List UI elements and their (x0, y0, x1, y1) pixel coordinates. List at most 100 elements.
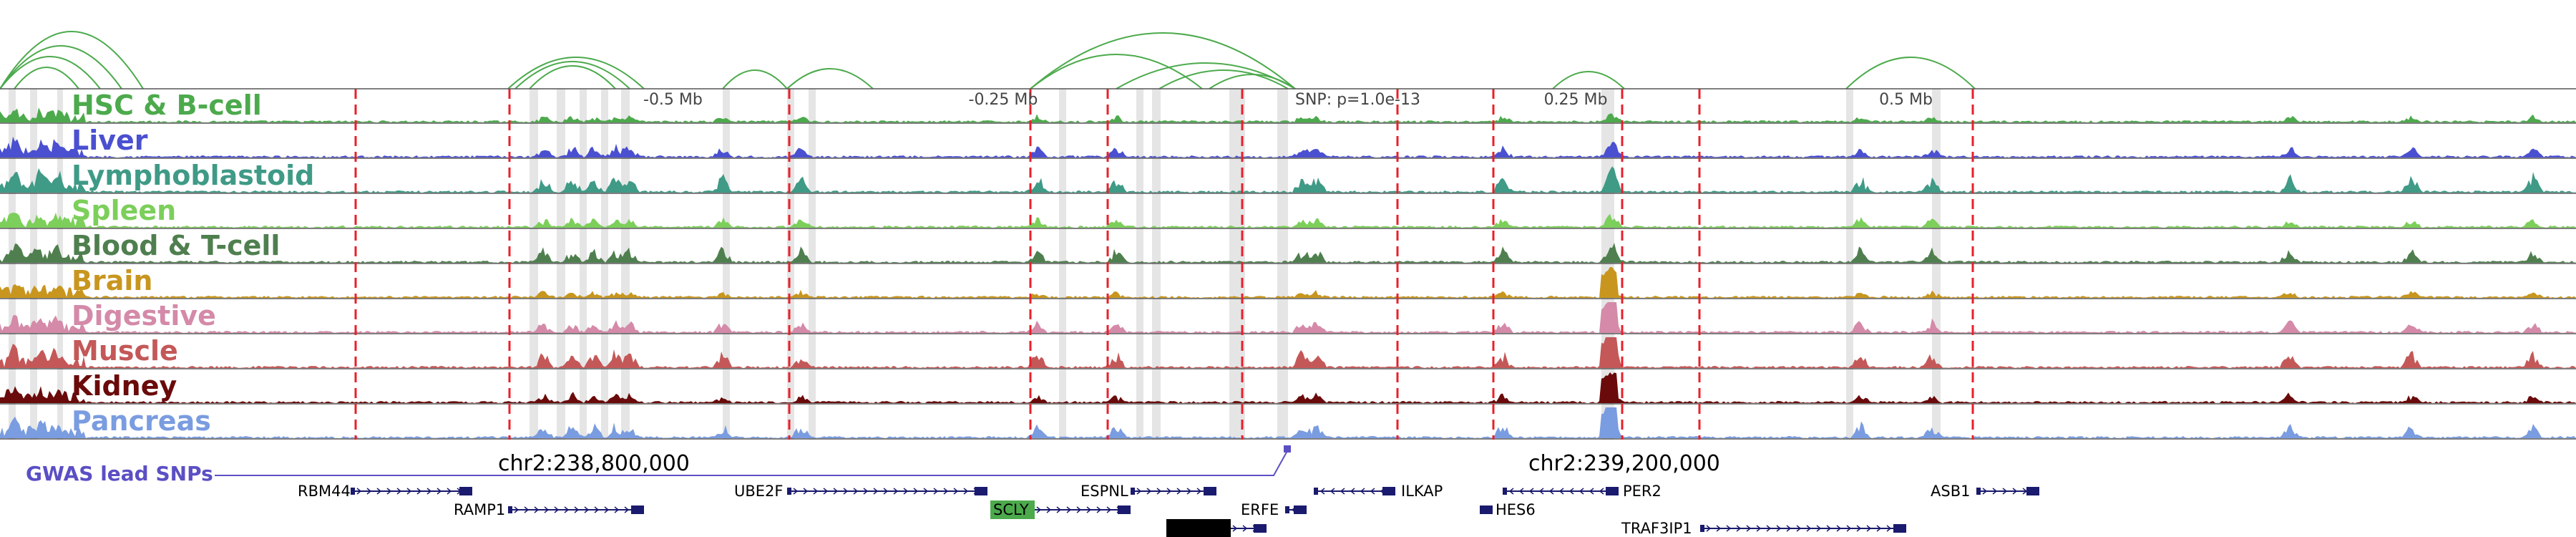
exon-block (1254, 524, 1267, 533)
exon-block (508, 506, 512, 513)
strand-arrow (624, 506, 630, 513)
strand-arrow (1726, 525, 1732, 532)
strand-arrow (1056, 506, 1062, 513)
strand-arrow (447, 488, 452, 495)
strand-arrow (396, 488, 402, 495)
highlight-column (1846, 89, 1853, 440)
exon-block (459, 487, 472, 495)
axis: -0.5 Mb -0.25 Mb 0.25 Mb 0.5 Mb SNP: p=1.0e-… (0, 88, 2576, 109)
gene-asb1[interactable]: ASB1 (1931, 483, 2039, 500)
gene-traf3ip1[interactable]: TRAF3IP1 (1621, 520, 1906, 537)
strand-arrow (1886, 525, 1892, 532)
track-label: Brain (72, 265, 152, 296)
highlight-column (601, 89, 608, 440)
strand-arrow (1360, 488, 1365, 495)
highlight-column (621, 89, 630, 440)
gene-label: UBE2F (734, 483, 784, 500)
track-label: Blood & T-cell (72, 230, 280, 261)
gene-espnl[interactable]: ESPNL (1080, 483, 1216, 500)
track-digestive (0, 302, 2576, 334)
strand-arrow (1538, 488, 1544, 495)
track-brain (0, 267, 2576, 299)
gene-klhl30[interactable]: KLHL30 (1166, 519, 1267, 537)
strand-arrow (1340, 488, 1345, 495)
strand-arrow (574, 506, 580, 513)
exon-block (1314, 488, 1318, 495)
strand-arrow (863, 488, 869, 495)
highlight-regions (9, 89, 1941, 440)
strand-arrow (534, 506, 540, 513)
chromatin-loop (1158, 69, 1289, 90)
chromatin-loop (1209, 74, 1296, 90)
strand-arrow (2002, 488, 2008, 495)
gene-rbm44[interactable]: RBM44 (298, 483, 472, 500)
highlight-column (1152, 89, 1161, 440)
track-liver (0, 136, 2576, 159)
strand-arrow (1716, 525, 1722, 532)
chromatin-loops (0, 31, 1976, 90)
gene-per2[interactable]: PER2 (1503, 483, 1662, 500)
gene-track: RBM44 RAMP1 UBE2F SCLY ESPNL KLHL30 ERFE ILKAP H… (298, 483, 2039, 537)
track-labels: HSC & B-cell Liver Lymphoblastoid Spleen Blo… (72, 90, 314, 437)
strand-arrow (604, 506, 610, 513)
exon-block (1700, 525, 1704, 532)
signal-peaks (0, 407, 2576, 438)
strand-arrow (614, 506, 620, 513)
signal-peaks (0, 212, 2576, 228)
strand-arrow (1136, 488, 1142, 495)
strand-arrow (1350, 488, 1355, 495)
snp-connector (215, 449, 1289, 476)
track-label: Muscle (72, 335, 178, 367)
strand-arrow (1096, 506, 1102, 513)
exon-block (1976, 488, 1981, 495)
coordinate-and-snp-panel: chr2:238,800,000 chr2:239,200,000 GWAS lea… (26, 445, 1720, 485)
strand-arrow (356, 488, 362, 495)
signal-peaks (0, 136, 2576, 158)
track-label: Lymphoblastoid (72, 160, 314, 191)
strand-arrow (1156, 488, 1162, 495)
chromatin-loop (1552, 71, 1625, 90)
strand-arrow (524, 506, 530, 513)
exon-block (975, 487, 987, 495)
strand-arrow (1319, 488, 1325, 495)
gene-ilkap[interactable]: ILKAP (1314, 483, 1443, 500)
strand-arrow (406, 488, 412, 495)
strand-arrow (1370, 488, 1375, 495)
track-pancreas (0, 407, 2576, 440)
highlight-column (1059, 89, 1066, 440)
track-kidney (0, 372, 2576, 405)
strand-arrow (1196, 488, 1202, 495)
gene-scly[interactable]: SCLY (990, 500, 1131, 519)
gene-label: KLHL30 (1169, 520, 1226, 537)
signal-peaks (0, 302, 2576, 333)
strand-arrow (923, 488, 929, 495)
gene-erfe[interactable]: ERFE (1241, 501, 1307, 518)
strand-arrow (366, 488, 372, 495)
exon-block (351, 488, 355, 495)
strand-arrow (1518, 488, 1524, 495)
chromatin-loop (1030, 32, 1296, 90)
highlight-column (1277, 89, 1288, 440)
highlight-column (787, 89, 794, 440)
strand-arrow (544, 506, 550, 513)
highlight-column (530, 89, 538, 440)
strand-arrow (963, 488, 969, 495)
exon-block (1294, 505, 1307, 514)
strand-arrow (853, 488, 859, 495)
gene-hes6[interactable]: HES6 (1480, 501, 1536, 518)
coordinate-label-left: chr2:238,800,000 (498, 451, 690, 476)
strand-arrow (1558, 488, 1564, 495)
strand-arrow (594, 506, 600, 513)
gene-label: SCLY (993, 501, 1029, 518)
gene-ramp1[interactable]: RAMP1 (454, 501, 644, 518)
strand-arrow (903, 488, 909, 495)
gwas-lead-snps-label: GWAS lead SNPs (26, 462, 213, 485)
signal-peaks (0, 107, 2576, 122)
exon-block (1893, 524, 1906, 533)
highlight-column (809, 89, 816, 440)
gene-ube2f[interactable]: UBE2F (734, 483, 987, 500)
strand-arrow (416, 488, 422, 495)
strand-arrow (883, 488, 889, 495)
